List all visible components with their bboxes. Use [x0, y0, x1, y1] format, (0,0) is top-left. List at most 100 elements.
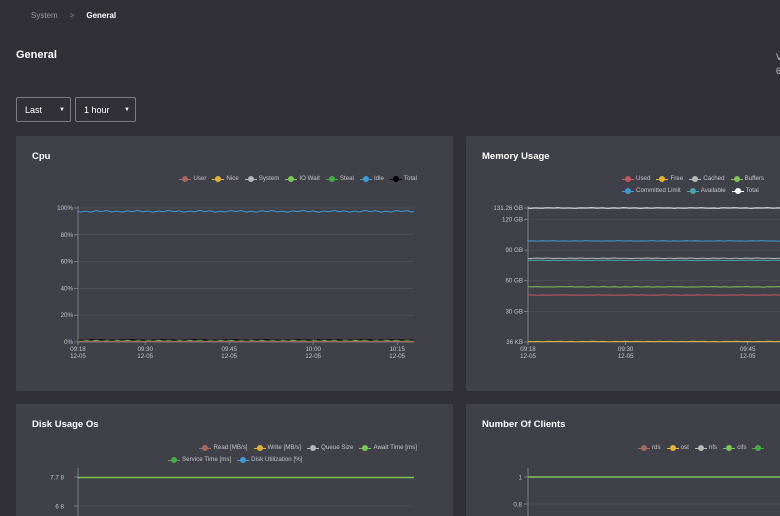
legend-item[interactable]: nfs [694, 444, 718, 451]
y-tick-label: 40% [61, 285, 74, 292]
page-title: General [16, 49, 57, 61]
legend-item[interactable]: Total [389, 175, 417, 182]
chart-legend-row-2: Committed Limit Available Total [622, 187, 759, 194]
legend-item[interactable]: Used [622, 175, 650, 182]
legend-item[interactable]: Write [MB/s] [253, 444, 302, 451]
legend-label: System [258, 175, 280, 182]
legend-item[interactable] [752, 444, 765, 451]
legend-item[interactable]: Free [656, 175, 683, 182]
breadcrumb-current: General [86, 11, 117, 20]
legend-item[interactable]: ost [666, 444, 689, 451]
y-tick-label: 131.26 GB [493, 205, 523, 212]
legend-marker-icon [359, 175, 372, 182]
legend-label: Write [MB/s] [267, 444, 302, 451]
y-tick-label: 0.8 [513, 502, 522, 509]
memory-chart: 36 KB 30 GB 60 GB 90 GB 120 GB 131.26 GB 09:18… [493, 205, 780, 360]
time-mode-value: Last [25, 104, 43, 115]
chart-legend: rds ost nfs cifs [638, 444, 765, 451]
legend-marker-icon [244, 175, 257, 182]
legend-marker-icon [689, 175, 702, 182]
legend-marker-icon [237, 456, 250, 463]
y-tick-label: 6 8 [55, 504, 64, 511]
x-tick-label: 09:30 12-05 [137, 346, 153, 360]
legend-marker-icon [723, 444, 736, 451]
y-tick-label: 120 GB [502, 216, 523, 223]
y-tick-label: 1 [519, 475, 523, 482]
disk-usage-chart: 7.7 8 6 8 [50, 468, 414, 516]
legend-item[interactable]: rds [638, 444, 661, 451]
y-tick-label: 80% [61, 232, 74, 239]
chart-legend-row-2: Service Time [ms] Disk Utilization [%] [168, 456, 302, 463]
cpu-panel: Cpu User Nice System IO Wait Steal Idle Total … [16, 136, 453, 391]
legend-marker-icon [730, 175, 743, 182]
panel-title: Memory Usage [482, 151, 550, 162]
y-tick-label: 7.7 8 [50, 475, 64, 482]
legend-marker-icon [666, 444, 679, 451]
y-tick-label: 0% [64, 339, 73, 346]
legend-label: ost [680, 444, 689, 451]
legend-label: rds [652, 444, 661, 451]
time-range-select[interactable]: 1 hour ▼ [75, 97, 136, 122]
legend-marker-icon [622, 175, 634, 182]
legend-item[interactable]: Disk Utilization [%] [237, 456, 302, 463]
legend-item[interactable]: Total [731, 187, 759, 194]
legend-item[interactable]: IO Wait [285, 175, 320, 182]
legend-marker-icon [359, 444, 372, 451]
panel-title: Disk Usage Os [32, 419, 99, 430]
x-tick-label: 10:00 12-05 [305, 346, 321, 360]
legend-marker-icon [179, 175, 192, 182]
legend-marker-icon [212, 175, 225, 182]
y-tick-label: 20% [61, 312, 74, 319]
legend-marker-icon [253, 444, 266, 451]
cpu-chart: 0% 20% 40% 60% 80% 100% 09:18 12-05 09:30 12-05 09… [57, 205, 415, 360]
clients-panel: Number Of Clients rds ost nfs cifs 1 0.8 [466, 404, 780, 516]
series-line-total [77, 339, 415, 342]
legend-item[interactable]: Service Time [ms] [168, 456, 231, 463]
x-tick-label: 09:18 12-05 [520, 346, 536, 360]
legend-item[interactable]: Await Time [ms] [359, 444, 417, 451]
breadcrumb-root[interactable]: System [31, 11, 58, 20]
legend-marker-icon [731, 187, 744, 194]
legend-item[interactable]: Nice [212, 175, 239, 182]
chart-legend: User Nice System IO Wait Steal Idle Total [179, 175, 417, 182]
legend-label: Service Time [ms] [182, 456, 232, 463]
legend-item[interactable]: Steal [325, 175, 354, 182]
panel-title: Number Of Clients [482, 419, 566, 430]
memory-panel: Memory Usage Used Free Cached Buffers Commi… [466, 136, 780, 391]
legend-item[interactable]: Buffers [730, 175, 765, 182]
legend-label: Queue Size [321, 444, 354, 451]
legend-item[interactable]: Read [MB/s] [199, 444, 248, 451]
time-mode-select[interactable]: Last ▼ [16, 97, 71, 122]
legend-marker-icon [752, 444, 765, 451]
x-tick-label: 09:18 12-05 [70, 346, 86, 360]
legend-item[interactable]: Available [686, 187, 726, 194]
legend-marker-icon [622, 187, 634, 194]
legend-item[interactable]: Idle [359, 175, 384, 182]
legend-marker-icon [656, 175, 669, 182]
legend-item[interactable]: System [244, 175, 280, 182]
legend-label: Nice [226, 175, 239, 182]
y-tick-label: 60 GB [505, 278, 523, 285]
y-tick-label: 100% [57, 205, 73, 212]
legend-item[interactable]: Cached [689, 175, 725, 182]
legend-label: Used [636, 175, 651, 182]
legend-item[interactable]: Queue Size [307, 444, 353, 451]
legend-item[interactable]: User [179, 175, 206, 182]
legend-label: nfs [708, 444, 718, 451]
y-tick-label: 30 GB [505, 308, 523, 315]
legend-marker-icon [168, 456, 180, 463]
legend-item[interactable]: Committed Limit [622, 187, 681, 194]
x-tick-label: 10:15 12-05 [389, 346, 405, 360]
legend-marker-icon [307, 444, 320, 451]
breadcrumb: System > General [31, 11, 116, 20]
clipped-header-text: V 6 [776, 52, 780, 76]
legend-marker-icon [389, 175, 402, 182]
legend-label: Steal [339, 175, 354, 182]
legend-label: Total [403, 175, 417, 182]
legend-label: Buffers [744, 175, 765, 182]
legend-item[interactable]: cifs [723, 444, 746, 451]
legend-marker-icon [686, 187, 699, 194]
panel-title: Cpu [32, 151, 51, 162]
legend-label: Committed Limit [636, 187, 681, 194]
